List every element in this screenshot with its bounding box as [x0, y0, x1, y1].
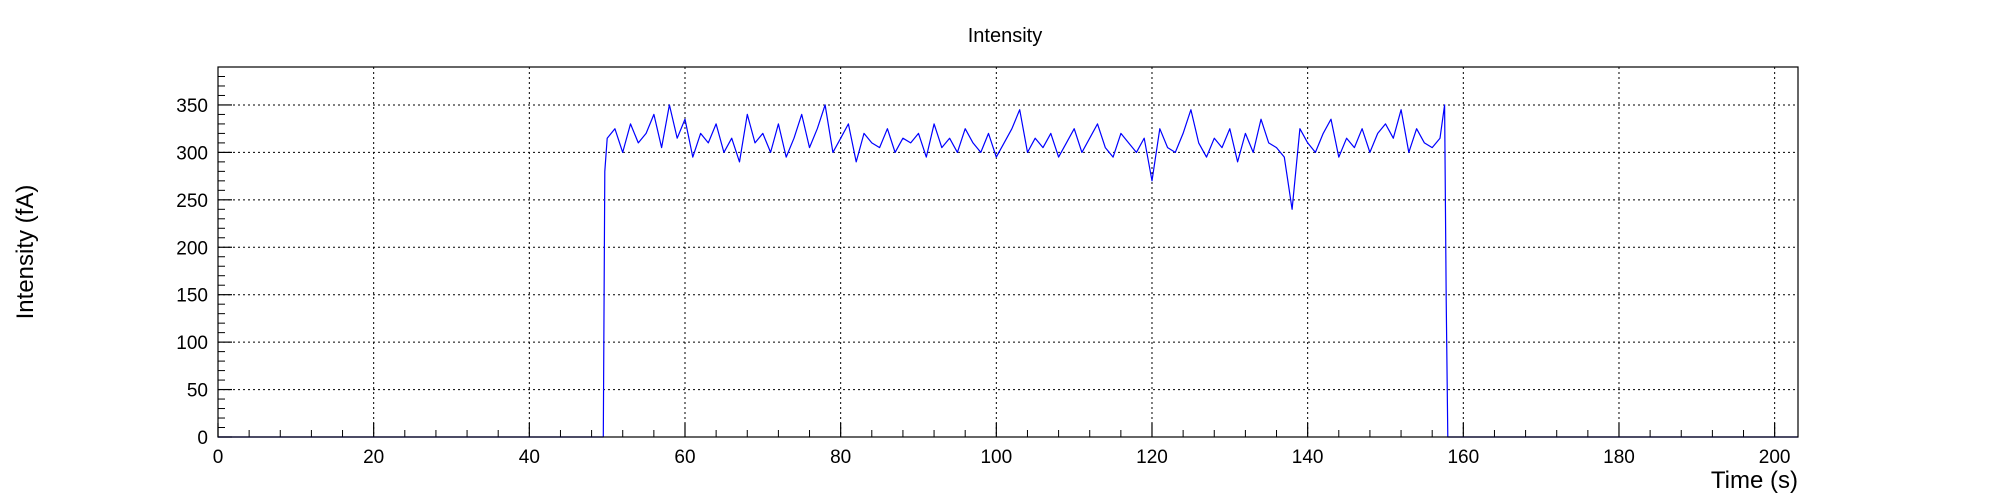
x-tick-label: 160 — [1447, 447, 1479, 468]
x-tick-label: 120 — [1136, 447, 1168, 468]
series-line — [218, 104, 1798, 438]
y-tick-label: 50 — [187, 381, 208, 402]
y-tick-label: 150 — [176, 286, 208, 307]
x-tick-label: 20 — [363, 447, 384, 468]
series-layer — [218, 104, 1798, 438]
x-tick-label: 200 — [1759, 447, 1791, 468]
x-tick-label: 40 — [519, 447, 540, 468]
x-tick-label: 80 — [830, 447, 851, 468]
y-tick-label: 350 — [176, 96, 208, 117]
x-axis-ticks: 0 20 40 60 80 100 120 140 160 180 200 — [213, 423, 1791, 468]
y-axis-title: Intensity (fA) — [12, 185, 39, 320]
x-tick-label: 180 — [1603, 447, 1635, 468]
y-axis-ticks: 0 50 100 150 200 250 300 350 — [176, 66, 232, 449]
y-tick-label: 0 — [197, 428, 208, 449]
x-tick-label: 60 — [674, 447, 695, 468]
y-tick-label: 100 — [176, 333, 208, 354]
y-tick-label: 250 — [176, 191, 208, 212]
x-axis-title: Time (s) — [1711, 467, 1798, 494]
y-tick-label: 300 — [176, 143, 208, 164]
x-tick-label: 0 — [213, 447, 224, 468]
x-tick-label: 100 — [980, 447, 1012, 468]
grid-lines — [218, 67, 1798, 437]
plot-frame — [217, 66, 1799, 438]
x-tick-label: 140 — [1292, 447, 1324, 468]
y-tick-label: 200 — [176, 238, 208, 259]
chart-title: Intensity — [968, 25, 1042, 47]
